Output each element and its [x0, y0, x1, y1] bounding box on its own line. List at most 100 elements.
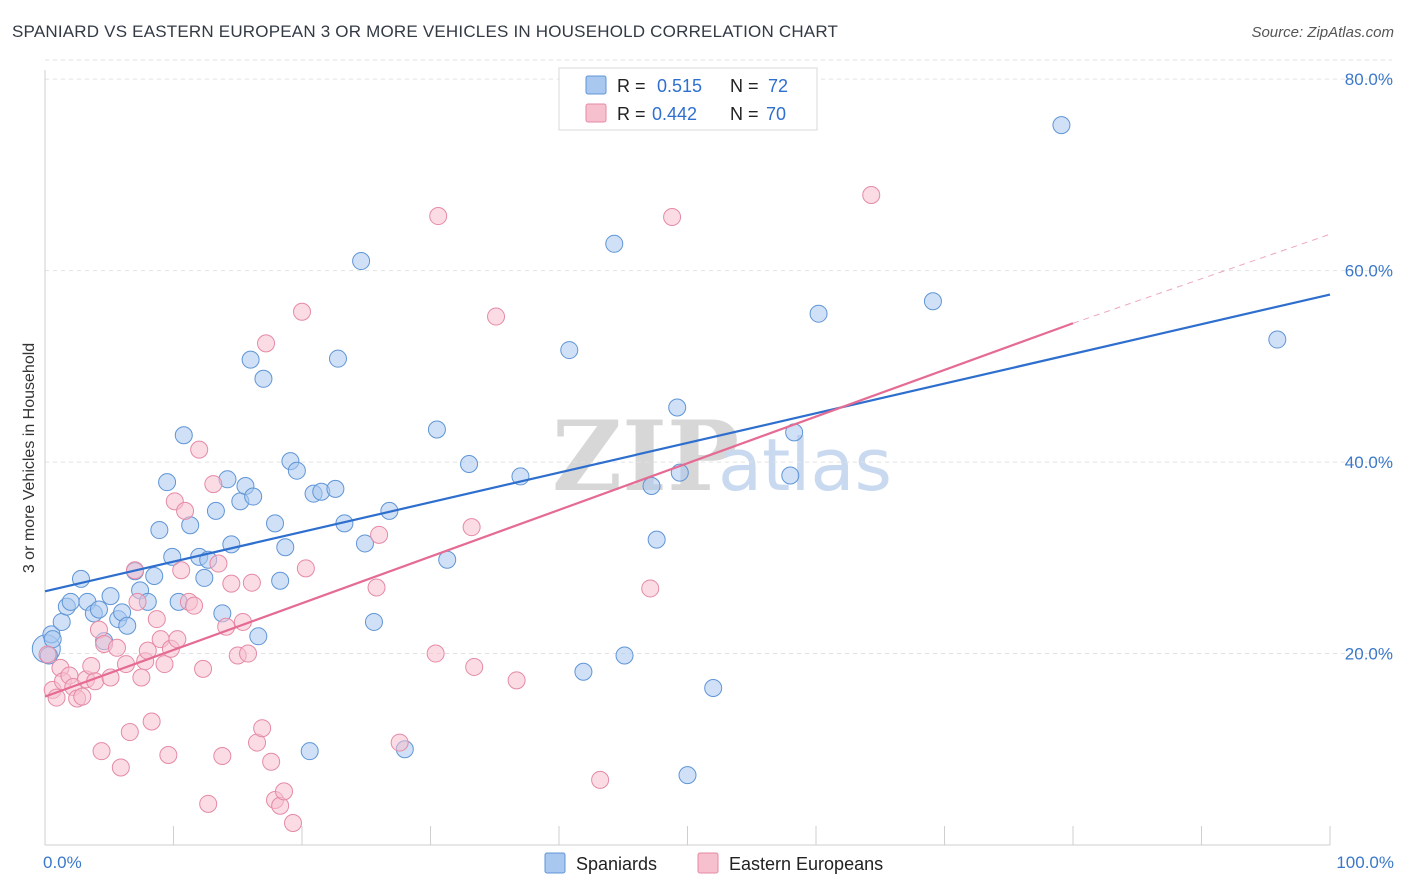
point-eastern-europeans	[296, 559, 315, 578]
point-spaniards	[287, 461, 306, 480]
point-eastern-europeans	[213, 746, 232, 765]
x-tick-label-100: 100.0%	[1336, 853, 1394, 872]
point-eastern-europeans	[82, 656, 101, 675]
point-eastern-europeans	[862, 185, 881, 204]
point-eastern-europeans	[147, 610, 166, 629]
point-spaniards	[195, 568, 214, 587]
point-spaniards	[276, 538, 295, 557]
point-spaniards	[781, 466, 800, 485]
y-tick-label: 20.0%	[1345, 645, 1393, 664]
point-eastern-europeans	[462, 518, 481, 537]
legend-n-label-1: N =	[730, 76, 759, 96]
point-eastern-europeans	[293, 302, 311, 321]
point-spaniards	[605, 234, 624, 253]
legend-r-label-2: R =	[617, 104, 646, 124]
point-eastern-europeans	[120, 723, 139, 742]
point-spaniards	[355, 534, 374, 553]
trendline-eastern-europeans-extension	[1072, 233, 1331, 324]
point-eastern-europeans	[591, 770, 610, 789]
point-spaniards	[150, 521, 169, 540]
point-spaniards	[254, 369, 273, 388]
point-eastern-europeans	[194, 659, 213, 678]
bottom-legend-swatch-spaniards	[544, 852, 566, 874]
watermark-atlas: atlas	[718, 423, 892, 507]
point-spaniards	[560, 341, 579, 360]
point-spaniards	[647, 530, 666, 549]
x-tick-label-0: 0.0%	[43, 853, 82, 872]
point-eastern-europeans	[253, 719, 272, 738]
point-spaniards	[249, 627, 268, 646]
point-spaniards	[615, 646, 634, 665]
point-spaniards	[244, 487, 263, 506]
point-eastern-europeans	[641, 579, 660, 598]
point-eastern-europeans	[92, 742, 111, 761]
point-eastern-europeans	[159, 746, 178, 765]
point-spaniards	[668, 398, 687, 417]
point-spaniards	[427, 420, 446, 439]
point-spaniards	[266, 514, 285, 533]
y-tick-label: 40.0%	[1345, 453, 1393, 472]
bottom-legend-spaniards: Spaniards	[576, 854, 657, 874]
y-axis-label: 3 or more Vehicles in Household	[21, 343, 38, 573]
point-eastern-europeans	[487, 307, 506, 326]
y-tick-label: 80.0%	[1345, 70, 1393, 89]
point-eastern-europeans	[190, 440, 209, 459]
source-credit: Source: ZipAtlas.com	[1251, 24, 1394, 41]
point-eastern-europeans	[367, 578, 386, 597]
point-spaniards	[206, 501, 225, 520]
point-eastern-europeans	[390, 733, 409, 752]
point-spaniards	[1052, 116, 1071, 135]
bottom-legend: Spaniards Eastern Europeans	[544, 852, 883, 874]
point-spaniards	[704, 679, 723, 697]
point-eastern-europeans	[155, 655, 174, 674]
trendline-spaniards	[44, 293, 1331, 593]
point-eastern-europeans	[275, 782, 294, 801]
point-eastern-europeans	[199, 794, 218, 813]
point-spaniards	[809, 304, 828, 323]
point-spaniards	[300, 742, 319, 761]
point-spaniards	[642, 477, 661, 496]
y-tick-labels: 20.0% 40.0% 60.0% 80.0%	[1345, 70, 1393, 663]
point-eastern-europeans	[172, 561, 191, 580]
bottom-legend-eastern-europeans: Eastern Europeans	[729, 854, 883, 874]
point-spaniards	[1268, 330, 1287, 349]
point-spaniards	[43, 630, 62, 649]
point-eastern-europeans	[222, 574, 241, 593]
bottom-legend-swatch-eastern-europeans	[697, 852, 719, 874]
point-spaniards	[574, 662, 593, 681]
series-eastern-europeans-points	[38, 185, 881, 832]
point-eastern-europeans	[262, 752, 281, 771]
point-eastern-europeans	[132, 668, 151, 687]
point-eastern-europeans	[426, 644, 445, 663]
legend-n-value-2: 70	[766, 104, 786, 124]
legend-swatch-spaniards	[585, 75, 607, 95]
point-eastern-europeans	[204, 475, 223, 494]
point-spaniards	[923, 292, 942, 311]
point-eastern-europeans	[239, 644, 258, 663]
point-eastern-europeans	[370, 525, 389, 544]
legend-r-label-1: R =	[617, 76, 646, 96]
legend-box: R = 0.515 N = 72 R = 0.442 N = 70	[558, 67, 818, 131]
point-spaniards	[89, 600, 108, 619]
chart-title: SPANIARD VS EASTERN EUROPEAN 3 OR MORE V…	[12, 22, 839, 41]
watermark-zip: ZIP	[552, 400, 739, 513]
point-eastern-europeans	[185, 596, 204, 615]
point-spaniards	[61, 592, 80, 611]
point-spaniards	[101, 587, 120, 606]
trendlines	[44, 233, 1331, 698]
point-eastern-europeans	[209, 554, 228, 573]
point-eastern-europeans	[128, 592, 147, 611]
point-spaniards	[158, 473, 177, 492]
point-spaniards	[118, 616, 137, 635]
x-ticks	[44, 826, 1331, 845]
point-spaniards	[352, 252, 371, 271]
point-eastern-europeans	[257, 334, 276, 353]
point-eastern-europeans	[168, 630, 187, 649]
point-spaniards	[328, 349, 347, 368]
point-eastern-europeans	[38, 645, 57, 664]
point-eastern-europeans	[429, 207, 448, 226]
point-spaniards	[326, 479, 345, 498]
point-spaniards	[678, 766, 697, 785]
legend-swatch-eastern-europeans	[585, 103, 607, 123]
